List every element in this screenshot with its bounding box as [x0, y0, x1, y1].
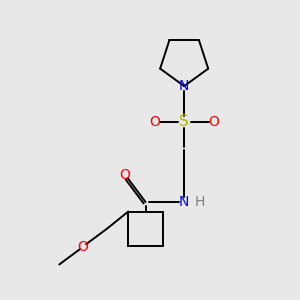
Text: N: N	[179, 195, 189, 209]
Text: O: O	[78, 240, 88, 254]
Text: N: N	[179, 79, 189, 93]
Text: O: O	[149, 115, 160, 129]
Text: O: O	[208, 115, 219, 129]
Text: S: S	[179, 114, 189, 129]
Text: H: H	[195, 195, 205, 209]
Text: O: O	[119, 168, 130, 182]
